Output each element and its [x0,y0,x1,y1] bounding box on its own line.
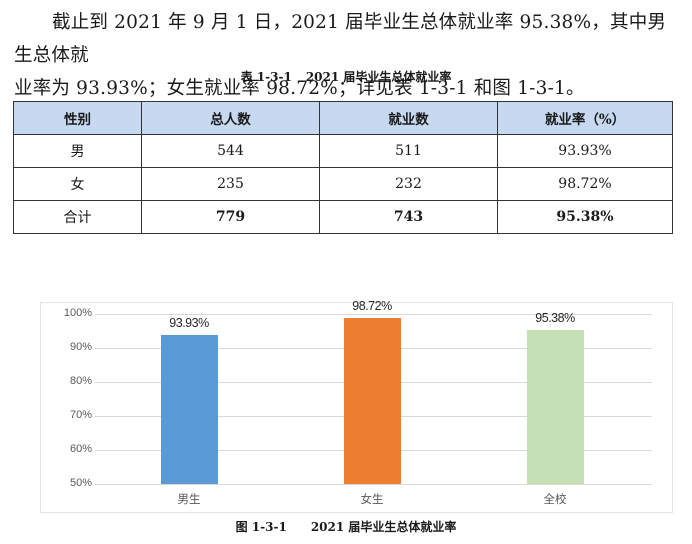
y-axis-tick-label: 50% [69,477,92,489]
cell-total: 235 [141,167,320,201]
cell-rate: 98.72% [497,167,673,201]
cell-employed: 232 [319,167,498,201]
cell-total: 544 [141,134,320,168]
bar-1 [343,318,401,484]
bar-value-label: 93.93% [169,315,209,330]
table-caption-title: 2021 届毕业生总体就业率 [305,70,452,84]
paragraph-line-1: 截止到 2021 年 9 月 1 日，2021 届毕业生总体就业率 95.38%… [14,12,667,66]
gridline [95,314,652,315]
cell-total: 779 [141,200,320,234]
gridline [95,484,652,485]
table-row: 女 235 232 98.72% [13,167,673,201]
paragraph-line-2: 业率为 93.93%；女生就业率 98.72%；详见表 1-3-1 和图 1-3… [14,78,585,99]
bar-value-label: 98.72% [352,299,392,314]
table-caption-number: 表 1-3-1 [240,70,292,84]
table-caption: 表 1-3-1 2021 届毕业生总体就业率 [0,68,692,85]
table-header-row: 性别 总人数 就业数 就业率（%） [13,101,673,135]
col-header-rate: 就业率（%） [497,101,673,135]
figure-caption: 图 1-3-1 2021 届毕业生总体就业率 [0,518,692,535]
y-axis-tick-label: 70% [69,409,92,421]
figure-caption-title: 2021 届毕业生总体就业率 [310,520,457,534]
bar-value-label: 95.38% [535,310,575,325]
body-paragraph: 截止到 2021 年 9 月 1 日，2021 届毕业生总体就业率 95.38%… [14,6,678,105]
y-axis-tick-label: 100% [63,307,92,319]
y-axis-tick-label: 90% [69,341,92,353]
figure-caption-number: 图 1-3-1 [235,520,287,534]
table-row: 男 544 511 93.93% [13,134,673,168]
y-axis-tick-label: 60% [69,443,92,455]
col-header-total: 总人数 [141,101,320,135]
col-header-gender: 性别 [13,101,142,135]
x-axis-category-label: 女生 [360,492,384,506]
x-axis-category-label: 全校 [543,492,567,506]
cell-gender: 合计 [13,200,142,234]
cell-employed: 511 [319,134,498,168]
bar-2 [526,329,584,484]
bar-0 [160,334,218,484]
table-total-row: 合计 779 743 95.38% [13,200,673,234]
cell-employed: 743 [319,200,498,234]
cell-rate: 95.38% [497,200,673,234]
employment-rate-table: 性别 总人数 就业数 就业率（%） 男 544 511 93.93% 女 235… [13,101,673,234]
cell-gender: 女 [13,167,142,201]
y-axis-tick-label: 80% [69,375,92,387]
x-axis-category-label: 男生 [177,492,201,506]
